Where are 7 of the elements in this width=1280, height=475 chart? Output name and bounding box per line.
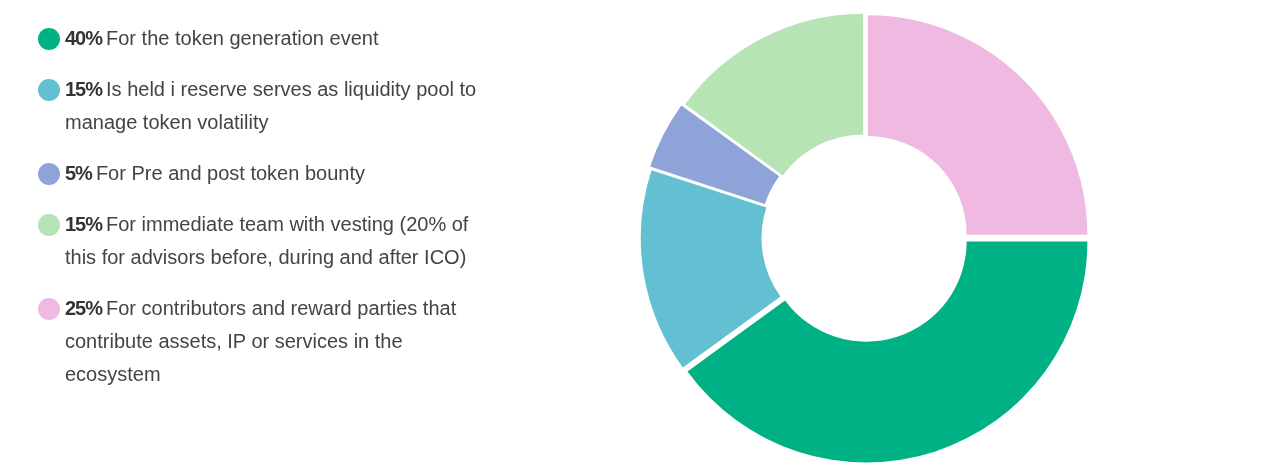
legend-label: For the token generation event [106, 27, 379, 49]
data-label: 25% [65, 297, 103, 319]
data-label: 15% [65, 213, 103, 235]
data-label: 40% [65, 27, 103, 49]
data-label: 5% [65, 162, 92, 184]
data-label: 15% [65, 78, 103, 100]
legend-label: For Pre and post token bounty [95, 162, 365, 184]
